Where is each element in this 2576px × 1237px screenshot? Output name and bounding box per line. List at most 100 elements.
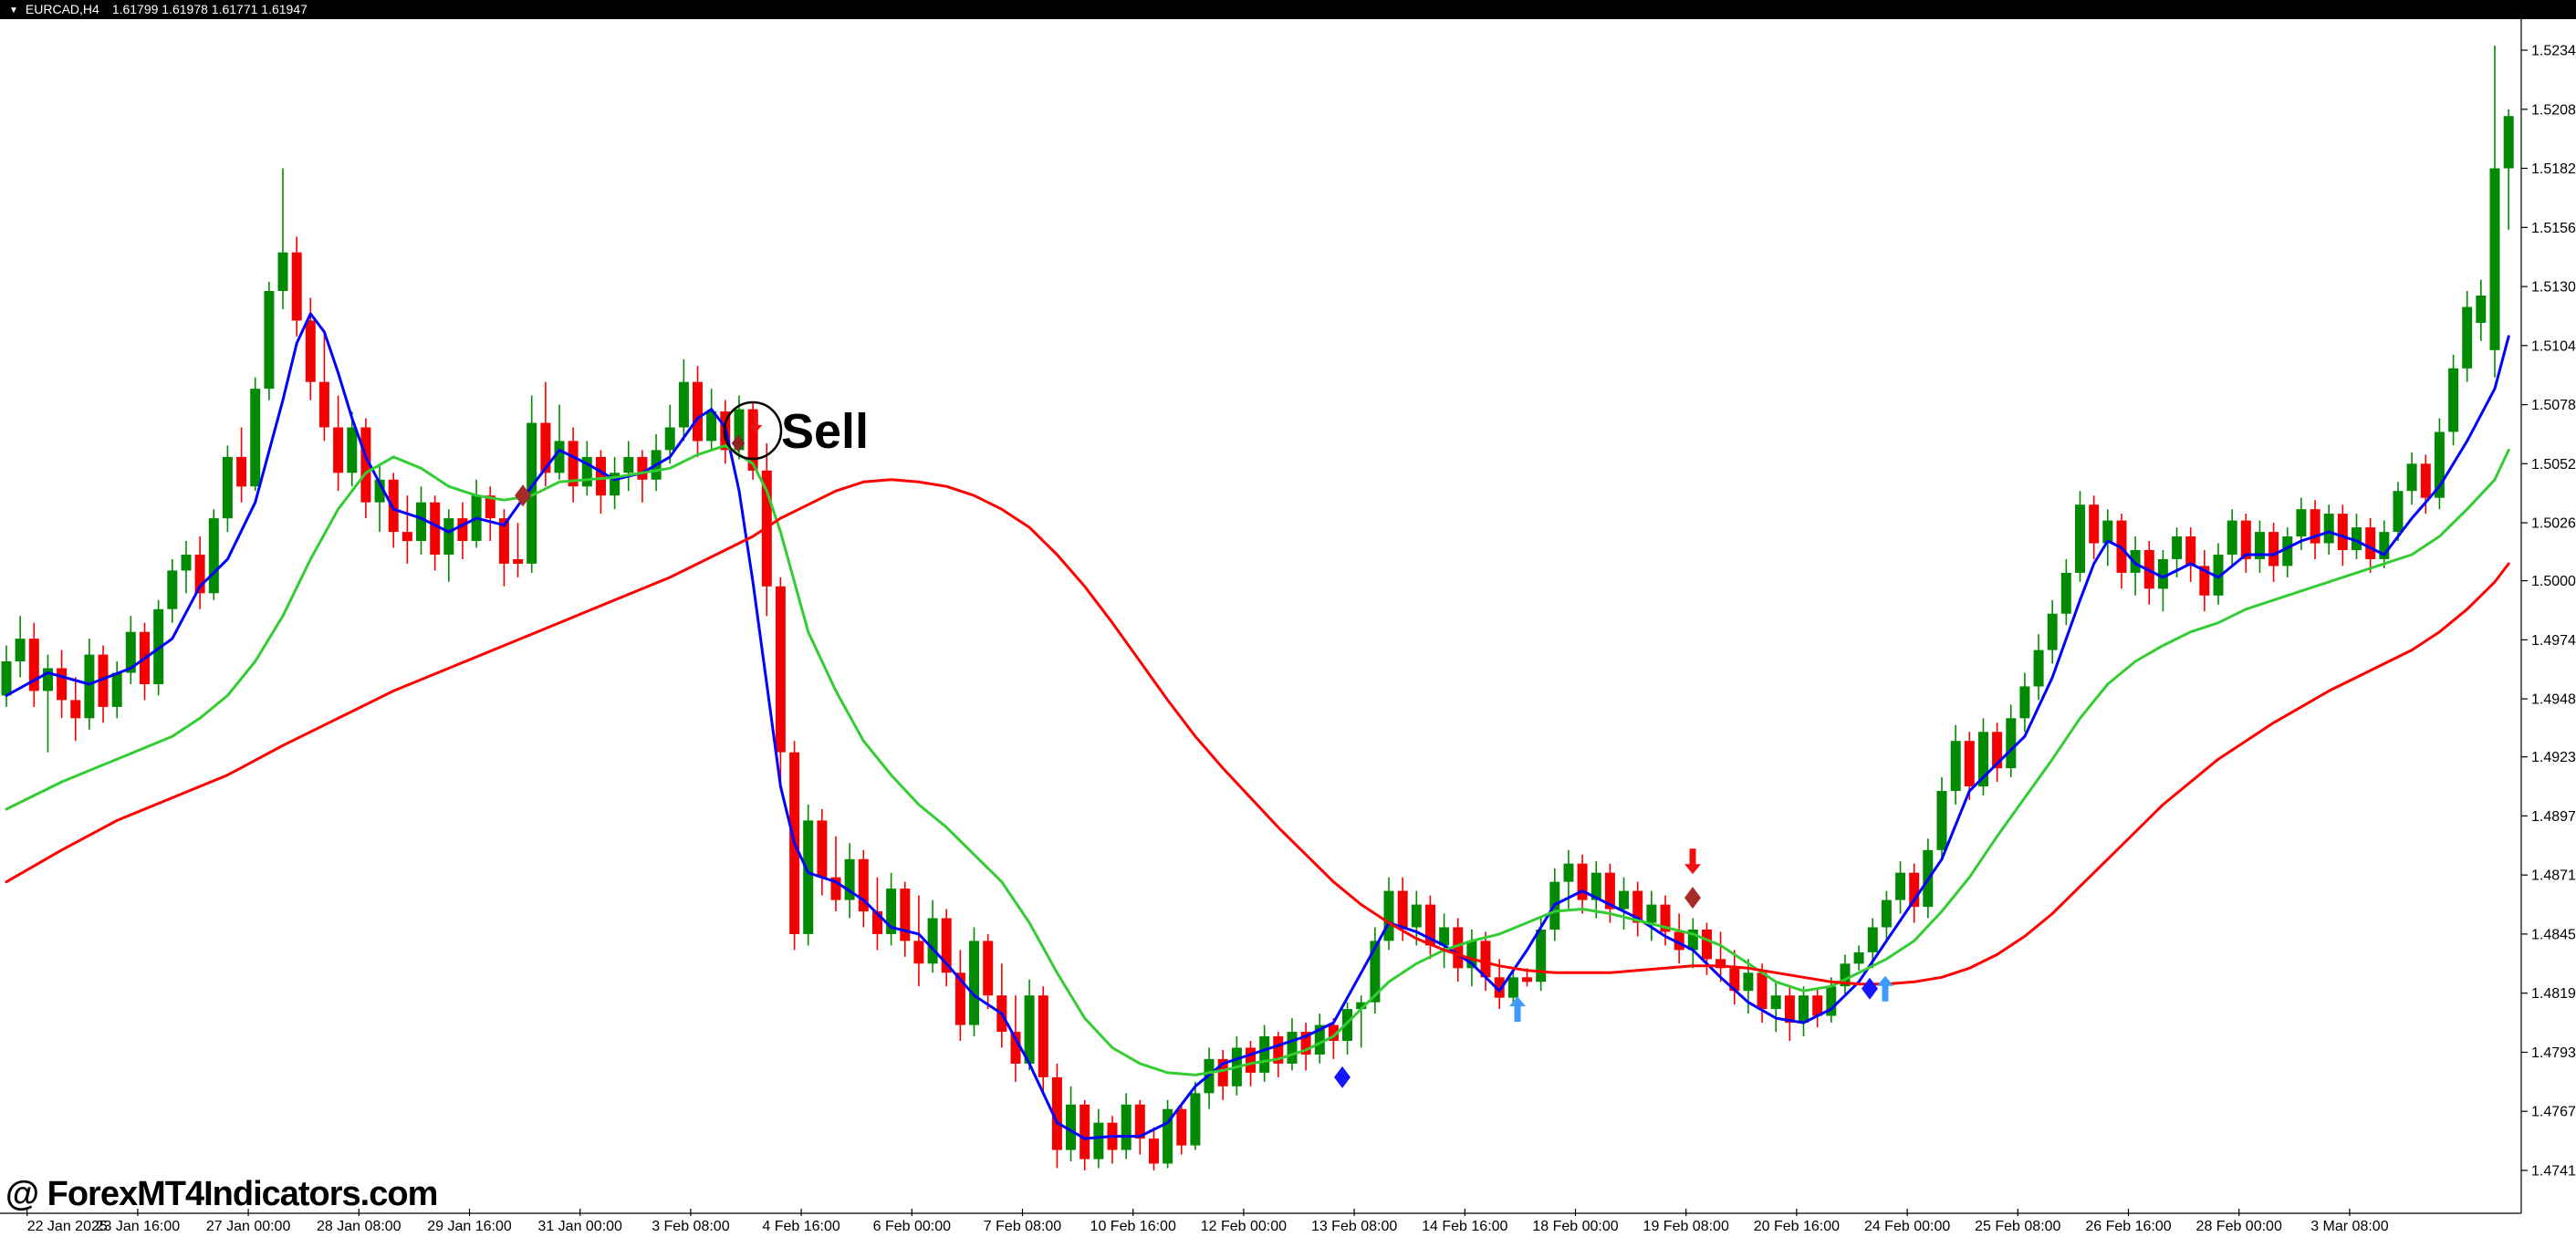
candle-body bbox=[1411, 904, 1422, 928]
candle-bull bbox=[2434, 418, 2445, 510]
candle-body bbox=[318, 381, 329, 428]
candle-body bbox=[1604, 872, 1615, 910]
candle-body bbox=[1328, 1024, 1339, 1041]
candle-body bbox=[1729, 968, 1740, 992]
price-tick-label: 1.47930 bbox=[2531, 1045, 2576, 1061]
candle-body bbox=[43, 668, 53, 691]
candle-bear bbox=[1051, 1063, 1062, 1169]
candle-body bbox=[1149, 1138, 1159, 1164]
candle-bull bbox=[844, 843, 855, 919]
candle-bull bbox=[2352, 514, 2362, 559]
candle-body bbox=[1964, 741, 1975, 786]
candle-bull bbox=[706, 389, 717, 451]
candle-body bbox=[2323, 514, 2334, 544]
candle-bear bbox=[983, 933, 994, 1010]
price-tick-label: 1.47670 bbox=[2531, 1105, 2576, 1120]
candle-bear bbox=[1149, 1127, 1159, 1170]
candle-body bbox=[1978, 732, 1988, 787]
candle-body bbox=[2393, 491, 2404, 532]
candle-bull bbox=[581, 441, 592, 496]
candle-bull bbox=[222, 445, 233, 533]
candle-body bbox=[1522, 977, 1532, 982]
ma-line-fast bbox=[5, 312, 2510, 1140]
candle-body bbox=[1840, 963, 1851, 987]
candle-bear bbox=[2185, 527, 2196, 582]
candle-body bbox=[2157, 559, 2168, 589]
candle-body bbox=[1397, 890, 1408, 928]
candle-body bbox=[900, 889, 911, 941]
time-tick-label: 22 Jan 2025 bbox=[27, 1219, 108, 1234]
candle-bull bbox=[15, 616, 26, 678]
candle-bear bbox=[2268, 523, 2279, 582]
candle-bull bbox=[1853, 945, 1864, 971]
candle-body bbox=[2296, 509, 2307, 537]
candle-bear bbox=[1909, 863, 1920, 923]
candle-body bbox=[1853, 951, 1864, 964]
candle-bull bbox=[2393, 482, 2404, 541]
candle-body bbox=[2448, 368, 2459, 432]
time-tick-label: 10 Feb 16:00 bbox=[1090, 1219, 1176, 1234]
candle-body bbox=[1370, 941, 1381, 1003]
candle-body bbox=[1273, 1036, 1284, 1064]
candle-body bbox=[1176, 1108, 1187, 1146]
candle-body bbox=[1812, 995, 1823, 1016]
candle-bear bbox=[236, 427, 247, 503]
candle-bull bbox=[1, 645, 12, 707]
candle-bull bbox=[1978, 718, 1988, 795]
candle-bear bbox=[1964, 732, 1975, 800]
sell-diamond-marker-1 bbox=[515, 484, 531, 507]
candle-body bbox=[374, 479, 385, 503]
candle-bear bbox=[1328, 1018, 1339, 1059]
candle-bull bbox=[1259, 1024, 1270, 1082]
candle-body bbox=[1300, 1032, 1311, 1055]
candle-body bbox=[2047, 613, 2058, 650]
candle-bear bbox=[1038, 986, 1048, 1094]
candle-bear bbox=[2365, 518, 2376, 573]
candle-body bbox=[333, 427, 344, 473]
candles-layer bbox=[1, 46, 2514, 1170]
candle-bull bbox=[927, 899, 938, 973]
candle-bull bbox=[1507, 968, 1518, 1005]
candle-body bbox=[706, 411, 717, 442]
candle-body bbox=[2379, 532, 2390, 559]
candle-body bbox=[2240, 520, 2251, 559]
candle-bear bbox=[333, 395, 344, 492]
candle-body bbox=[153, 608, 164, 684]
candle-bear bbox=[402, 495, 412, 564]
candle-bear bbox=[485, 486, 495, 541]
candle-body bbox=[167, 570, 178, 609]
price-tick-label: 1.49230 bbox=[2531, 750, 2576, 765]
candle-body bbox=[858, 858, 869, 912]
symbol-dropdown-icon[interactable]: ▼ bbox=[9, 5, 18, 16]
candle-bear bbox=[1453, 918, 1464, 982]
candle-body bbox=[637, 456, 648, 480]
time-tick-label: 4 Feb 16:00 bbox=[762, 1219, 840, 1234]
candle-body bbox=[1, 661, 12, 696]
chart-titlebar: ▼ EURCAD,H4 1.61799 1.61978 1.61771 1.6194… bbox=[0, 0, 2576, 19]
candle-bull bbox=[610, 456, 621, 510]
candle-body bbox=[513, 559, 524, 564]
candle-bull bbox=[969, 927, 979, 1036]
candle-bull bbox=[125, 616, 136, 684]
candle-bear bbox=[360, 418, 371, 519]
sell-annotation-label: Sell bbox=[781, 404, 869, 459]
candle-bear bbox=[1577, 854, 1588, 914]
candle-bull bbox=[678, 359, 689, 442]
candle-bull bbox=[2213, 543, 2224, 605]
candle-body bbox=[1632, 890, 1643, 923]
time-tick-label: 13 Feb 08:00 bbox=[1311, 1219, 1397, 1234]
candle-bear bbox=[1716, 931, 1726, 982]
candle-bear bbox=[1729, 950, 1740, 1005]
candle-body bbox=[1784, 995, 1795, 1024]
candle-bear bbox=[57, 650, 68, 719]
candle-bear bbox=[1632, 881, 1643, 937]
candle-bull bbox=[2075, 491, 2085, 582]
time-tick-label: 18 Feb 00:00 bbox=[1532, 1219, 1618, 1234]
axes-layer: 1.52340 1.52080 1.51820 1.51560 1.51300 1.510… bbox=[0, 19, 2576, 1234]
candle-bull bbox=[1439, 913, 1450, 969]
time-tick-label: 26 Feb 16:00 bbox=[2085, 1219, 2171, 1234]
candle-bear bbox=[1107, 1116, 1118, 1164]
candle-bear bbox=[2199, 550, 2210, 612]
candle-bull bbox=[347, 411, 358, 487]
